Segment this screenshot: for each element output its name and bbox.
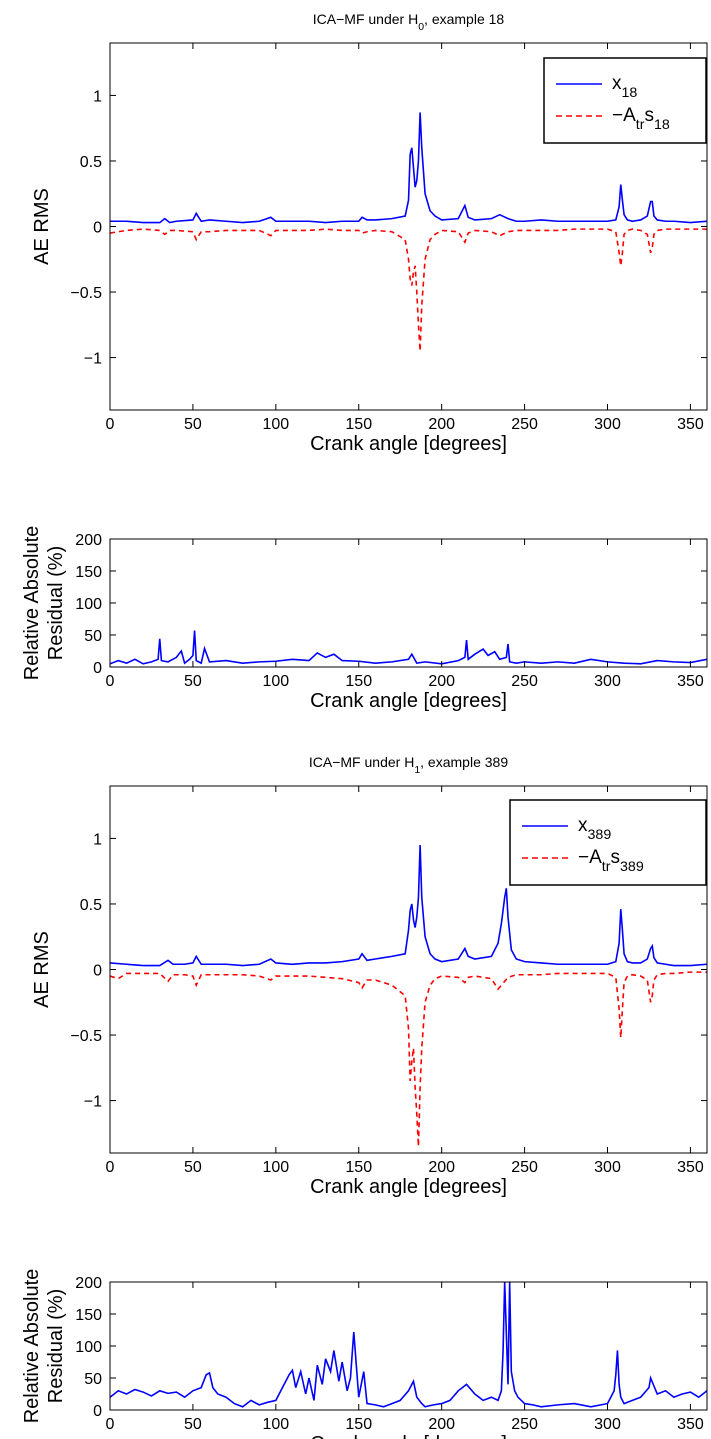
legend-label: −Atrs389 (578, 847, 644, 875)
x-tick-label: 300 (594, 1416, 621, 1433)
y-tick-label: 0 (93, 660, 102, 677)
x-tick-label: 100 (262, 673, 289, 690)
x-tick-label: 0 (106, 673, 115, 690)
x-tick-label: 150 (345, 1159, 372, 1176)
y-tick-label: 100 (75, 596, 102, 613)
legend-label: x389 (578, 815, 611, 843)
x-tick-label: 300 (594, 1159, 621, 1176)
y-axis-label: AE RMS (31, 931, 53, 1008)
y-tick-label: 150 (75, 564, 102, 581)
chart-panel-h1-ae-rms: 0 50 100 150 200 250 300 350 −1 −0.5 0 0.5 1 Crank an… (31, 754, 708, 1198)
x-tick-label: 100 (262, 1416, 289, 1433)
y-tick-label: 200 (75, 532, 102, 549)
x-tick-label: 350 (677, 673, 704, 690)
legend: x389 −Atrs389 (509, 799, 707, 886)
legend-label: x18 (612, 73, 637, 101)
x-axis-label: Crank angle [degrees] (310, 433, 507, 455)
series-line-1 (110, 971, 707, 1147)
series-line-0 (110, 1282, 707, 1408)
y-tick-label: −0.5 (70, 1028, 102, 1045)
x-tick-label: 350 (677, 1416, 704, 1433)
y-axis-label: Residual (%) (45, 1289, 67, 1403)
plot-frame (109, 538, 708, 668)
chart-title: ICA−MF under H1, example 389 (309, 754, 508, 776)
series-line-0 (110, 844, 707, 967)
y-tick-label: 50 (84, 628, 102, 645)
y-tick-label: 0.5 (80, 897, 102, 914)
y-axis-label: Residual (%) (45, 546, 67, 660)
x-tick-label: 200 (428, 1416, 455, 1433)
x-tick-label: 300 (594, 673, 621, 690)
y-axis-label: AE RMS (31, 188, 53, 265)
x-tick-label: 50 (184, 1416, 202, 1433)
x-tick-label: 0 (106, 1159, 115, 1176)
x-tick-label: 350 (677, 416, 704, 433)
x-tick-label: 200 (428, 416, 455, 433)
x-axis-label: Crank angle [degrees] (310, 690, 507, 712)
y-tick-label: 0.5 (80, 154, 102, 171)
x-tick-label: 0 (106, 1416, 115, 1433)
legend: x18 −Atrs18 (543, 57, 707, 144)
y-tick-label: 0 (93, 963, 102, 980)
x-tick-label: 50 (184, 1159, 202, 1176)
x-tick-label: 250 (511, 1416, 538, 1433)
series-line-1 (110, 228, 707, 352)
series-line-0 (110, 112, 707, 224)
y-tick-label: 0 (93, 1403, 102, 1420)
x-tick-label: 200 (428, 673, 455, 690)
x-tick-label: 50 (184, 416, 202, 433)
y-tick-label: −0.5 (70, 285, 102, 302)
chart-title: ICA−MF under H0, example 18 (313, 11, 505, 33)
legend-box (543, 57, 707, 144)
y-axis-label: Relative Absolute (21, 526, 43, 681)
y-tick-label: 50 (84, 1371, 102, 1388)
x-tick-label: 150 (345, 673, 372, 690)
series-line-0 (110, 630, 707, 665)
x-tick-label: 250 (511, 416, 538, 433)
y-tick-label: −1 (84, 1094, 102, 1111)
y-tick-label: 1 (93, 831, 102, 848)
y-tick-label: 150 (75, 1307, 102, 1324)
x-tick-label: 100 (262, 416, 289, 433)
x-axis-label: Crank angle [degrees] (310, 1176, 507, 1198)
chart-panel-h0-ae-rms: 0 50 100 150 200 250 300 350 −1 −0.5 0 0.5 1 Crank an… (31, 11, 708, 455)
legend-label: −Atrs18 (612, 105, 670, 133)
x-tick-label: 150 (345, 416, 372, 433)
x-axis-label: Crank angle [degrees] (310, 1433, 507, 1439)
legend-box (509, 799, 707, 886)
y-tick-label: 100 (75, 1339, 102, 1356)
y-axis-label: Relative Absolute (21, 1269, 43, 1424)
x-tick-label: 300 (594, 416, 621, 433)
x-tick-label: 50 (184, 673, 202, 690)
x-tick-label: 250 (511, 673, 538, 690)
x-tick-label: 150 (345, 1416, 372, 1433)
y-tick-label: −1 (84, 351, 102, 368)
x-tick-label: 100 (262, 1159, 289, 1176)
x-tick-label: 0 (106, 416, 115, 433)
x-tick-label: 350 (677, 1159, 704, 1176)
y-tick-label: 0 (93, 220, 102, 237)
y-tick-label: 1 (93, 88, 102, 105)
y-tick-label: 200 (75, 1275, 102, 1292)
x-tick-label: 200 (428, 1159, 455, 1176)
x-tick-label: 250 (511, 1159, 538, 1176)
